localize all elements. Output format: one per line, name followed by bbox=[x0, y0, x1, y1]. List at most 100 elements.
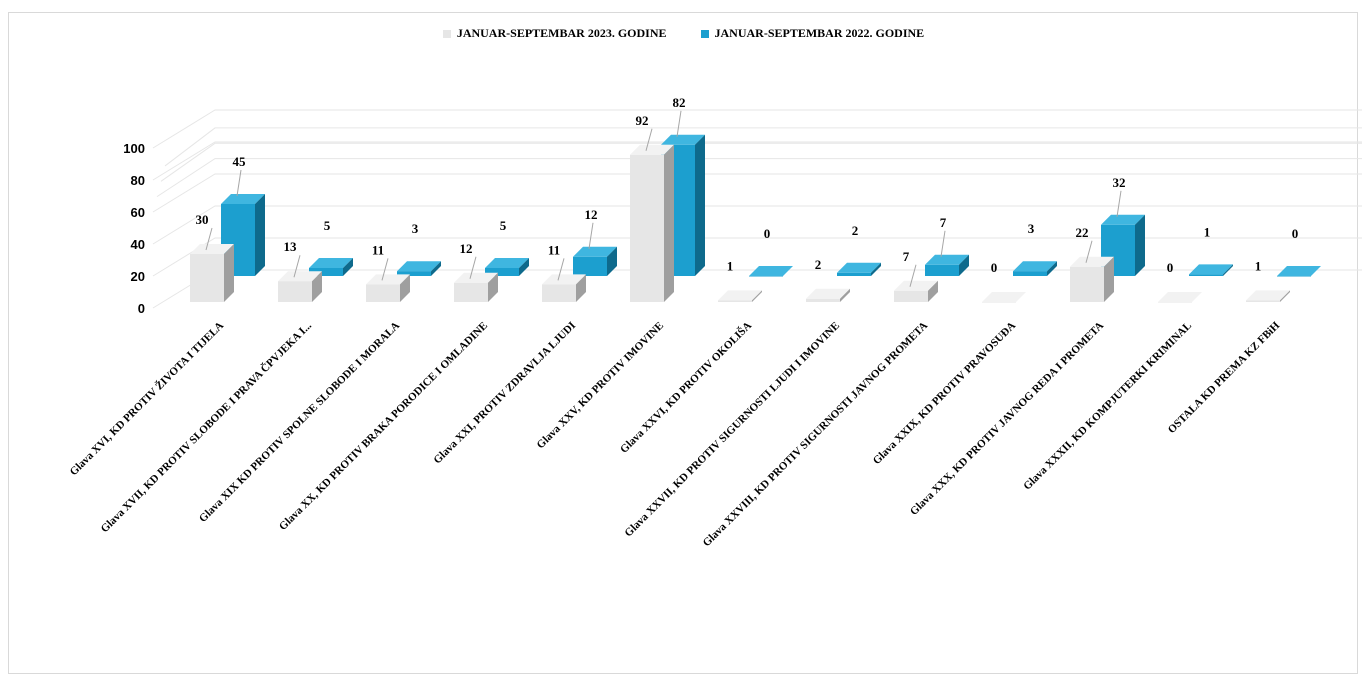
bar-2023 bbox=[1158, 302, 1192, 303]
data-label-2022: 3 bbox=[1028, 221, 1035, 236]
bar-2023-side bbox=[400, 274, 410, 302]
bar-2023 bbox=[366, 284, 400, 302]
bar-2023 bbox=[454, 282, 488, 302]
leader-line bbox=[940, 230, 946, 257]
leader-line bbox=[557, 258, 565, 281]
leader-line bbox=[909, 264, 917, 287]
data-label-2023: 13 bbox=[284, 239, 298, 254]
bar-2023-top bbox=[454, 272, 498, 283]
bar-2023 bbox=[894, 290, 928, 302]
bar-2022 bbox=[1013, 271, 1047, 276]
bar-2022-side bbox=[607, 246, 617, 276]
category-label: Glava XX, KD PROTIV BRAKA PORODICE I OML… bbox=[277, 320, 490, 533]
data-label-2022: 82 bbox=[673, 95, 686, 110]
legend-swatch-2023 bbox=[442, 29, 451, 38]
gridline bbox=[156, 158, 1362, 198]
data-label-2022: 7 bbox=[940, 215, 947, 230]
bar-2023-side bbox=[1280, 290, 1290, 302]
data-label-2022: 1 bbox=[1204, 224, 1211, 239]
data-label-2022: 5 bbox=[500, 218, 507, 233]
data-label-2022: 3 bbox=[412, 221, 419, 236]
bar-2023-top bbox=[542, 274, 586, 285]
data-label-2023: 2 bbox=[815, 257, 822, 272]
bar-2023-side bbox=[928, 280, 938, 302]
leader-line bbox=[293, 255, 301, 278]
bar-2022-top bbox=[1277, 266, 1321, 276]
bar-2022-side bbox=[871, 262, 881, 276]
chart-legend: JANUAR-SEPTEMBAR 2023. GODINE JANUAR-SEP… bbox=[0, 26, 1367, 41]
bar-2022-side bbox=[1223, 264, 1233, 276]
y-tick-label: 100 bbox=[123, 141, 145, 156]
bar-2023-top bbox=[190, 244, 234, 254]
data-label-2022: 45 bbox=[233, 154, 247, 169]
bar-2022-top bbox=[1189, 264, 1233, 275]
data-label-2023: 22 bbox=[1076, 225, 1089, 240]
bar-2023-top bbox=[630, 144, 674, 155]
category-label: Glava XXXII, KD KOMPJUTERKI KRIMINAL bbox=[1021, 320, 1194, 493]
data-label-2023: 11 bbox=[548, 242, 560, 257]
category-label: Glava XXX, KD PROTIV JAVNOG REDA I PROME… bbox=[908, 320, 1106, 518]
bar-2022-top bbox=[485, 258, 529, 268]
legend-item-2022: JANUAR-SEPTEMBAR 2022. GODINE bbox=[700, 26, 925, 41]
bar-2023-top bbox=[1070, 256, 1114, 267]
bar-2023-top bbox=[278, 271, 322, 282]
bar-2022 bbox=[1277, 276, 1311, 277]
bar-2022 bbox=[925, 264, 959, 276]
y-tick-label: 40 bbox=[131, 237, 145, 252]
leader-line bbox=[645, 128, 653, 151]
gridline bbox=[152, 237, 1362, 277]
data-label-2023: 12 bbox=[460, 241, 473, 256]
data-label-2022: 0 bbox=[764, 226, 771, 241]
bar-2022 bbox=[573, 256, 607, 276]
bar-2023 bbox=[630, 154, 664, 302]
bar-2022 bbox=[749, 276, 783, 277]
leader-line bbox=[381, 258, 389, 281]
category-label: Glava XVI, KD PROTIV ŽIVOTA I TIJELA bbox=[68, 320, 227, 479]
data-label-2022: 0 bbox=[1292, 226, 1299, 241]
y-tick-label: 80 bbox=[131, 173, 145, 188]
bar-2022-top bbox=[749, 266, 793, 276]
legend-label-2022: JANUAR-SEPTEMBAR 2022. GODINE bbox=[714, 26, 925, 40]
data-label-2023: 30 bbox=[196, 212, 209, 227]
data-label-2023: 7 bbox=[903, 249, 910, 264]
bar-2022-top bbox=[661, 134, 705, 145]
legend-label-2023: JANUAR-SEPTEMBAR 2023. GODINE bbox=[456, 26, 667, 40]
legend-item-2023: JANUAR-SEPTEMBAR 2023. GODINE bbox=[442, 26, 667, 41]
bar-2023 bbox=[982, 302, 1016, 303]
bar-2023-top bbox=[1246, 290, 1290, 301]
bar-2023-top bbox=[982, 292, 1026, 302]
leader-line bbox=[205, 227, 213, 251]
data-label-2022: 2 bbox=[852, 223, 859, 238]
bar-2023 bbox=[542, 284, 576, 302]
y-tick-label: 0 bbox=[138, 301, 145, 316]
gridline bbox=[160, 142, 1362, 182]
bar-2023-top bbox=[1158, 292, 1202, 302]
data-label-2023: 1 bbox=[727, 258, 734, 273]
bar-2023 bbox=[278, 281, 312, 302]
bar-2023-side bbox=[752, 290, 762, 302]
bar-2023-side bbox=[488, 272, 498, 302]
gridline bbox=[152, 173, 1362, 213]
bar-2023 bbox=[806, 298, 840, 302]
bar-2022-side bbox=[1135, 214, 1145, 276]
bar-2022 bbox=[485, 268, 519, 276]
bar-2023-side bbox=[840, 288, 850, 302]
bar-2023-side bbox=[664, 144, 674, 302]
data-label-2023: 11 bbox=[372, 242, 384, 257]
leader-line bbox=[469, 256, 477, 279]
bar-2022-top bbox=[925, 254, 969, 265]
data-label-2023: 92 bbox=[636, 113, 649, 128]
bar-2023 bbox=[190, 254, 224, 302]
category-label: Glava XIX KD PROTIV SPOLNE SLOBODE I MOR… bbox=[197, 320, 402, 525]
bar-2023 bbox=[718, 300, 752, 302]
bar-2022-side bbox=[431, 261, 441, 276]
bar-2022-top bbox=[309, 258, 353, 268]
bar-2023 bbox=[1246, 300, 1280, 302]
gridline bbox=[152, 141, 1362, 181]
bar-2022 bbox=[1189, 274, 1223, 276]
bar-2022-top bbox=[1101, 214, 1145, 225]
data-label-2023: 0 bbox=[991, 260, 998, 275]
bar-2022-top bbox=[1013, 261, 1057, 272]
gridline bbox=[152, 205, 1362, 245]
bar-2023-side bbox=[1104, 256, 1114, 302]
